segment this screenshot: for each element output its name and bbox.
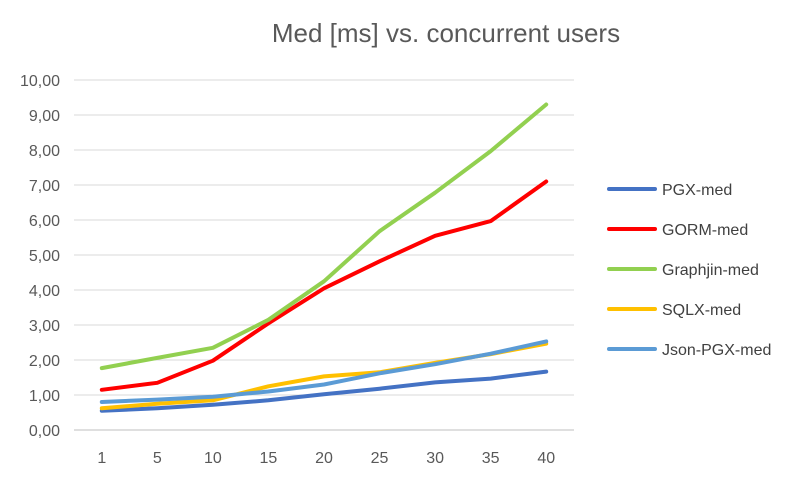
legend-item-graphjin-med: Graphjin-med xyxy=(607,262,759,279)
y-tick-label: 6,00 xyxy=(29,213,60,230)
y-tick-label: 1,00 xyxy=(29,388,60,405)
series-line-json-pgx-med xyxy=(99,339,549,404)
y-tick-label: 3,00 xyxy=(29,318,60,335)
x-tick-label: 1 xyxy=(97,450,106,467)
x-axis-labels: 1 5 10 15 20 25 30 35 40 xyxy=(97,450,555,467)
series-line-pgx-med xyxy=(99,369,549,413)
x-tick-label: 35 xyxy=(482,450,500,467)
legend-label: PGX-med xyxy=(662,182,732,199)
chart-title: Med [ms] vs. concurrent users xyxy=(272,18,620,48)
legend-item-sqlx-med: SQLX-med xyxy=(607,302,741,319)
y-tick-label: 2,00 xyxy=(29,353,60,370)
legend: PGX-med GORM-med Graphjin-med SQLX-med Json-… xyxy=(607,182,771,359)
y-tick-label: 9,00 xyxy=(29,108,60,125)
y-axis-labels: 0,00 1,00 2,00 3,00 4,00 5,00 6,00 7,00 8,00 9,00… xyxy=(20,73,60,440)
legend-item-pgx-med: PGX-med xyxy=(607,182,732,199)
legend-item-json-pgx-med: Json-PGX-med xyxy=(607,342,771,359)
x-tick-label: 15 xyxy=(260,450,278,467)
legend-label: SQLX-med xyxy=(662,302,741,319)
legend-label: Graphjin-med xyxy=(662,262,759,279)
x-tick-label: 5 xyxy=(153,450,162,467)
x-tick-label: 40 xyxy=(537,450,555,467)
x-tick-label: 20 xyxy=(315,450,333,467)
legend-item-gorm-med: GORM-med xyxy=(607,222,748,239)
x-tick-label: 10 xyxy=(204,450,222,467)
legend-label: Json-PGX-med xyxy=(662,342,771,359)
y-tick-label: 10,00 xyxy=(20,73,60,90)
legend-label: GORM-med xyxy=(662,222,748,239)
y-tick-label: 8,00 xyxy=(29,143,60,160)
y-tick-label: 0,00 xyxy=(29,423,60,440)
y-tick-label: 5,00 xyxy=(29,248,60,265)
y-tick-label: 7,00 xyxy=(29,178,60,195)
series-lines xyxy=(99,102,549,413)
x-tick-label: 30 xyxy=(426,450,444,467)
series-line-graphjin-med xyxy=(99,102,549,371)
x-tick-label: 25 xyxy=(371,450,389,467)
y-tick-label: 4,00 xyxy=(29,283,60,300)
series-line-gorm-med xyxy=(99,179,549,392)
